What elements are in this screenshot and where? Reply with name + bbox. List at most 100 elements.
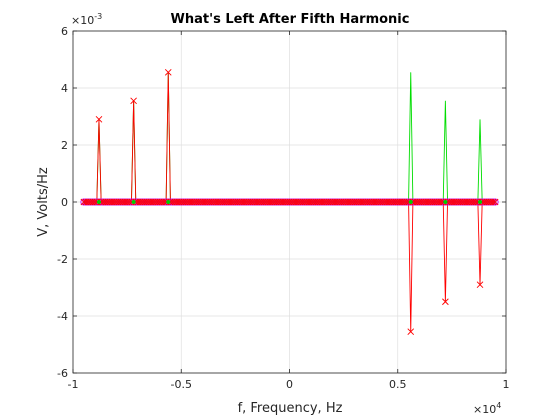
real-series-point (268, 198, 276, 206)
imaginary-series-point (442, 298, 449, 306)
y-tick-labels: -6 -4 -2 0 2 4 6 (57, 25, 68, 380)
real-series-point (327, 198, 335, 206)
real-series-point (463, 198, 471, 206)
real-series-point (333, 198, 341, 206)
x-tick-label: 0 (286, 378, 293, 391)
real-series-point (301, 198, 309, 206)
real-series-point (225, 198, 233, 206)
real-series-point (415, 198, 423, 206)
real-series-point (262, 198, 270, 206)
real-series-point (331, 198, 339, 206)
imaginary-series-point (91, 198, 98, 206)
real-series-point (491, 198, 499, 206)
imaginary-series-point (491, 198, 499, 206)
real-series-point (145, 198, 153, 206)
real-series-point (487, 198, 495, 206)
real-series-point (361, 198, 369, 206)
real-series-point (218, 198, 226, 206)
real-series-point (338, 198, 345, 206)
real-series-point (273, 198, 280, 206)
real-series-point (186, 198, 194, 206)
real-series-point (385, 198, 393, 206)
real-series-point (485, 198, 493, 206)
real-series-point (435, 198, 443, 206)
real-series-point (357, 198, 365, 206)
real-series-point (247, 198, 254, 206)
x-tick-labels: -1 -0.5 0 0.5 1 (68, 378, 510, 391)
real-series-point (201, 198, 209, 206)
real-series-point (372, 198, 380, 206)
imaginary-series-point (95, 116, 103, 123)
real-series-point (264, 198, 272, 206)
real-series-point (288, 198, 296, 206)
peak-base-point (478, 200, 483, 204)
real-series-point (407, 198, 415, 206)
real-series-point (461, 198, 469, 206)
real-series-point (102, 198, 109, 206)
real-series-point (119, 198, 127, 206)
real-series-point (431, 198, 439, 206)
real-series-point (179, 198, 187, 206)
real-series-point (392, 198, 400, 206)
real-series-point (340, 198, 348, 206)
y-tick-label: 6 (61, 25, 68, 38)
real-series-point (205, 198, 213, 206)
real-series-point (286, 198, 293, 206)
peak-base-point (96, 200, 101, 204)
imaginary-series-point (164, 69, 172, 76)
real-series-point (188, 198, 196, 206)
real-series-point (110, 198, 118, 206)
real-series-point (95, 198, 103, 206)
imaginary-series-point (407, 328, 415, 335)
real-series-point (366, 198, 374, 206)
real-series-point (147, 198, 155, 206)
real-series-point (173, 198, 181, 206)
real-series-point (164, 198, 172, 206)
real-series-point (312, 198, 319, 206)
real-series-point (197, 198, 205, 206)
real-series-point (242, 198, 250, 206)
real-series-point (374, 198, 382, 206)
real-series-point (290, 198, 298, 206)
real-series-point (379, 198, 387, 206)
real-series-point (394, 198, 402, 206)
real-series-point (106, 198, 114, 206)
imaginary-series-point (476, 281, 484, 288)
real-series-point (433, 198, 441, 206)
tick-marks (72, 30, 507, 374)
real-series-point (389, 198, 397, 206)
real-series-point (175, 198, 183, 206)
real-series-point (153, 198, 161, 206)
real-series-point (476, 198, 484, 206)
real-series-point (309, 198, 317, 206)
real-series-point (283, 198, 291, 206)
real-series-point (325, 198, 332, 206)
real-series-point (84, 198, 92, 206)
real-series-point (223, 198, 231, 206)
real-series-point (292, 198, 300, 206)
real-series-point (251, 198, 259, 206)
real-series-point (489, 198, 497, 206)
real-series-point (270, 198, 278, 206)
real-series-point (465, 198, 473, 206)
imaginary-series-point (125, 198, 133, 206)
chart-title: What's Left After Fifth Harmonic (171, 12, 410, 27)
real-series-point (277, 198, 285, 206)
real-series-point (82, 198, 90, 206)
real-series-point (348, 198, 356, 206)
real-series-point (86, 198, 94, 206)
real-series-point (363, 198, 371, 206)
real-series-point (459, 198, 467, 206)
imaginary-series-point (472, 198, 480, 206)
peak-base-point (166, 200, 171, 204)
real-series-point (418, 198, 426, 206)
real-series-point (212, 198, 220, 206)
real-series-point (413, 198, 421, 206)
real-series-point (253, 198, 261, 206)
real-series-point (400, 198, 408, 206)
real-series-point (344, 198, 352, 206)
peak-base-point (408, 200, 413, 204)
real-series-point (320, 198, 328, 206)
y-axis-label: V, Volts/Hz (36, 167, 51, 237)
